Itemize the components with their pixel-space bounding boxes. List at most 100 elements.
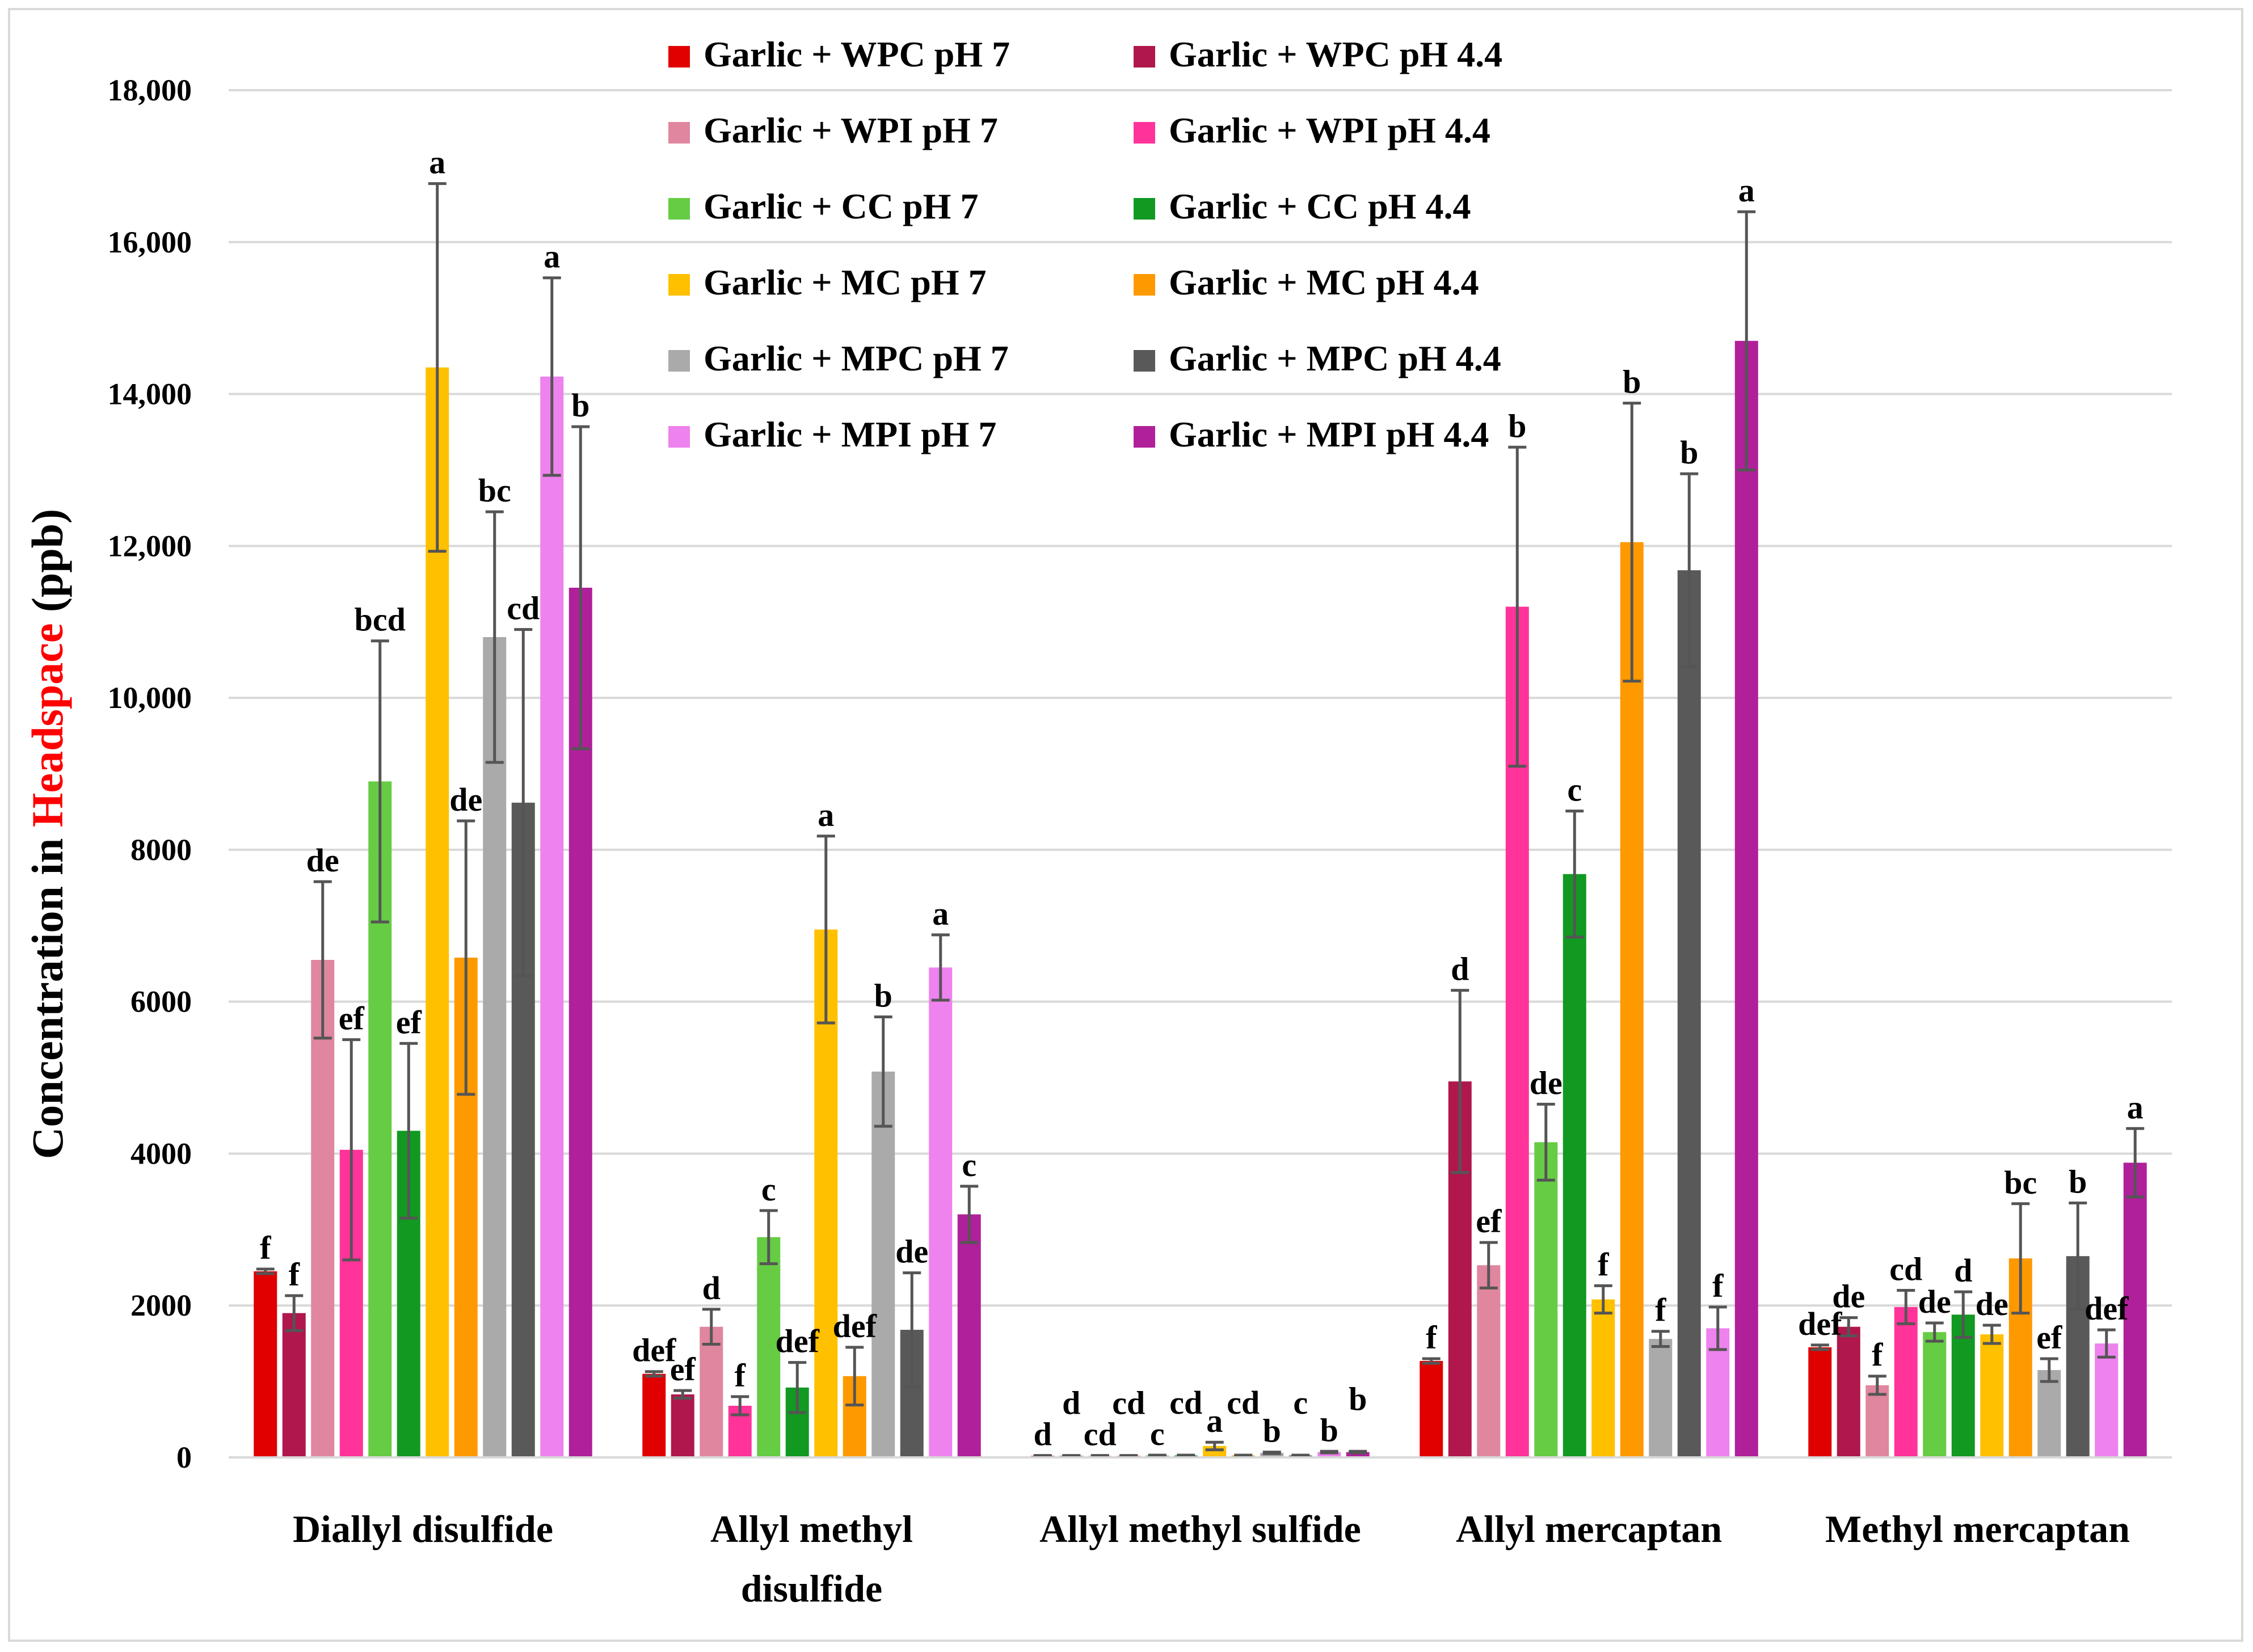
significance-label: bc [2004,1164,2037,1201]
bar [1808,1347,1832,1457]
y-axis-title-suffix: (ppb) [23,509,72,623]
significance-label: a [2127,1089,2143,1126]
significance-label: f [1598,1246,1609,1283]
bar [1923,1332,1947,1457]
bars [254,182,2147,1458]
bar [2123,1162,2147,1457]
significance-label: a [1738,172,1755,209]
legend: Garlic + WPC pH 7 Garlic + WPC pH 4.4 Garl… [668,34,1502,454]
legend-swatch [1134,122,1155,144]
significance-label: f [260,1229,271,1266]
bar [254,1271,277,1457]
x-category-label-line: Allyl methyl [710,1507,913,1550]
labels: ffdeefbcdefadebccdabdefefdfcdefadefbdeac… [260,144,2143,1453]
bar [2037,1370,2061,1457]
y-tick-label: 16,000 [108,225,192,259]
significance-label: de [1976,1286,2008,1322]
bar [1420,1360,1443,1457]
significance-label: f [1872,1337,1883,1373]
bar [1477,1265,1501,1457]
x-category-label-line: disulfide [741,1567,882,1610]
bar [1563,874,1586,1457]
significance-label: cd [1169,1384,1202,1421]
bar [483,637,507,1457]
bar [671,1394,694,1457]
x-category-label-line: Diallyl disulfide [293,1507,553,1550]
significance-label: c [761,1171,776,1208]
significance-label: cd [1889,1250,1922,1287]
significance-label: ef [339,1000,365,1037]
legend-entry: Garlic + MC pH 7 [704,262,987,302]
x-category-label-line: Allyl methyl sulfide [1039,1507,1361,1550]
significance-label: bcd [355,601,406,638]
y-tick-label: 18,000 [108,73,192,107]
y-tick-label: 2000 [130,1288,192,1322]
significance-label: cd [1227,1384,1260,1421]
legend-entry: Garlic + MPC pH 4.4 [1169,338,1501,378]
x-category-label: Allyl methyl sulfide [1039,1507,1361,1550]
significance-label: a [818,796,834,833]
bar [1980,1334,2004,1457]
significance-label: b [874,977,892,1014]
legend-entry: Garlic + MPI pH 4.4 [1169,414,1489,454]
bar [871,1071,895,1457]
significance-label: de [449,781,482,818]
y-tick-label: 0 [176,1440,192,1474]
bar [929,967,953,1457]
significance-label: b [571,387,589,424]
significance-label: b [1680,434,1698,471]
significance-label: def [1798,1305,1842,1342]
significance-label: cd [1084,1416,1117,1453]
significance-label: c [962,1147,976,1183]
significance-label: de [895,1233,928,1270]
bar [540,376,564,1457]
bar [1260,1452,1284,1457]
bar [1591,1299,1615,1457]
y-tick-label: 4000 [130,1136,192,1170]
significance-label: f [735,1357,746,1394]
legend-swatch [1134,274,1155,296]
y-axis-title-highlight: Headspace [23,623,72,827]
significance-label: f [1712,1267,1724,1304]
bar [642,1373,666,1457]
bar [1620,542,1644,1457]
x-category-label: Allyl mercaptan [1456,1507,1722,1550]
legend-entry: Garlic + WPC pH 7 [704,34,1010,74]
legend-swatch [668,198,690,220]
y-tick-label: 10,000 [108,681,192,715]
bar [757,1237,781,1457]
x-category-label: Allyl methyl disulfide [710,1507,913,1610]
bar [1677,570,1701,1458]
x-category-label: Diallyl disulfide [293,1507,553,1550]
significance-label: a [932,895,949,932]
legend-entry: Garlic + MC pH 4.4 [1169,262,1479,302]
bar [1317,1452,1341,1457]
significance-label: c [1293,1384,1308,1421]
significance-label: d [1062,1385,1080,1422]
significance-label: def [632,1332,676,1369]
significance-label: ef [670,1351,696,1388]
y-tick-label: 14,000 [108,377,192,411]
bar [1837,1326,1860,1457]
bar [1649,1339,1673,1457]
y-axis-title: Concentration in Headspace (ppb) [23,509,72,1159]
bar [700,1326,723,1457]
significance-label: de [1530,1064,1563,1101]
significance-label: b [1263,1413,1281,1449]
significance-label: b [2069,1163,2087,1200]
significance-label: a [1206,1402,1223,1439]
x-category-label: Methyl mercaptan [1825,1507,2130,1550]
significance-label: d [1954,1252,1972,1289]
y-tick-label: 8000 [130,833,192,867]
significance-label: f [1655,1292,1666,1329]
significance-label: d [702,1270,721,1307]
significance-label: ef [2036,1319,2062,1356]
significance-label: c [1567,772,1582,808]
significance-label: def [2084,1290,2129,1327]
x-category-label-line: Allyl mercaptan [1456,1507,1722,1550]
significance-label: def [833,1308,877,1345]
legend-swatch [668,46,690,68]
legend-entry: Garlic + WPI pH 4.4 [1169,110,1490,150]
chart-svg: 0 2000 4000 6000 8000 10,000 12,000 14,000 16,00… [23,34,2172,1610]
significance-label: f [1426,1319,1437,1356]
